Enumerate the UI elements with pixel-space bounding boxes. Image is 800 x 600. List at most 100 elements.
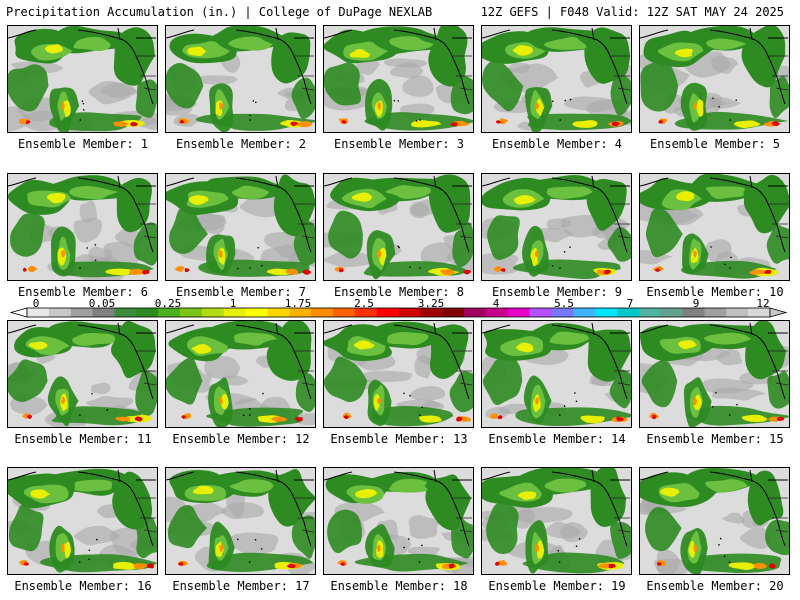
scale-tick-label: 3.25 bbox=[417, 297, 445, 310]
scale-color-segment bbox=[376, 308, 399, 317]
ensemble-member-label: Ensemble Member: 15 bbox=[646, 432, 784, 446]
ensemble-member-map bbox=[639, 320, 790, 428]
ensemble-member-label: Ensemble Member: 2 bbox=[175, 137, 307, 151]
ensemble-member-label: Ensemble Member: 17 bbox=[172, 579, 310, 593]
scale-color-segment bbox=[114, 308, 137, 317]
ensemble-member-label: Ensemble Member: 4 bbox=[491, 137, 623, 151]
scale-tick-label: 12 bbox=[756, 297, 770, 310]
scale-color-segment bbox=[201, 308, 224, 317]
scale-color-segment bbox=[529, 308, 552, 317]
scale-color-segment bbox=[158, 308, 181, 317]
ensemble-member-map bbox=[481, 173, 632, 281]
ensemble-member-map bbox=[639, 467, 790, 575]
scale-tick-label: 4 bbox=[492, 297, 500, 310]
ensemble-member-map bbox=[481, 320, 632, 428]
scale-right-arrow bbox=[769, 307, 788, 318]
scale-color-segment bbox=[48, 308, 72, 317]
precip-map-image bbox=[324, 26, 473, 132]
chart-title: Precipitation Accumulation (in.) | Colle… bbox=[6, 5, 433, 19]
scale-tick-label: 0.25 bbox=[154, 297, 182, 310]
precip-map-image bbox=[640, 468, 789, 574]
scale-color-segment bbox=[442, 308, 465, 317]
precip-map-image bbox=[324, 321, 473, 427]
precip-map-image bbox=[482, 174, 631, 280]
scale-tick-label: 1 bbox=[229, 297, 237, 310]
scale-left-arrow bbox=[9, 307, 28, 318]
precip-map-image bbox=[166, 468, 315, 574]
scale-color-segment bbox=[573, 308, 596, 317]
scale-tick-label: 0.05 bbox=[88, 297, 116, 310]
precip-map-image bbox=[482, 26, 631, 132]
ensemble-member-map bbox=[639, 173, 790, 281]
ensemble-member-map bbox=[481, 25, 632, 133]
scale-color-segment bbox=[551, 308, 574, 317]
ensemble-member-label: Ensemble Member: 10 bbox=[646, 285, 784, 299]
ensemble-member-label: Ensemble Member: 20 bbox=[646, 579, 784, 593]
ensemble-member-label: Ensemble Member: 5 bbox=[649, 137, 781, 151]
precip-map-image bbox=[166, 321, 315, 427]
ensemble-member-label: Ensemble Member: 1 bbox=[17, 137, 149, 151]
scale-tick-label: 9 bbox=[692, 297, 700, 310]
scale-color-segment bbox=[70, 308, 93, 317]
ensemble-member-map bbox=[323, 320, 474, 428]
ensemble-member-map bbox=[639, 25, 790, 133]
ensemble-member-map bbox=[165, 467, 316, 575]
scale-tick-label: 5.5 bbox=[554, 297, 574, 310]
scale-tick-label: 1.75 bbox=[284, 297, 312, 310]
scale-color-segment bbox=[332, 308, 356, 317]
precip-map-image bbox=[640, 321, 789, 427]
scale-color-segment bbox=[289, 308, 312, 317]
ensemble-member-map bbox=[165, 173, 316, 281]
scale-color-segment bbox=[464, 308, 487, 317]
precip-map-image bbox=[324, 468, 473, 574]
ensemble-member-label: Ensemble Member: 19 bbox=[488, 579, 626, 593]
precip-map-image bbox=[8, 468, 157, 574]
scale-color-segment bbox=[748, 308, 771, 317]
scale-color-segment bbox=[617, 308, 640, 317]
scale-color-segment bbox=[92, 308, 115, 317]
scale-color-segment bbox=[485, 308, 509, 317]
precip-map-image bbox=[8, 26, 157, 132]
color-scale-bar bbox=[9, 307, 788, 318]
scale-color-segment bbox=[136, 308, 159, 317]
ensemble-member-label: Ensemble Member: 18 bbox=[330, 579, 468, 593]
scale-tick-label: 2.5 bbox=[354, 297, 374, 310]
ensemble-member-label: Ensemble Member: 6 bbox=[17, 285, 149, 299]
ensemble-member-label: Ensemble Member: 7 bbox=[175, 285, 307, 299]
ensemble-member-label: Ensemble Member: 13 bbox=[330, 432, 468, 446]
ensemble-member-map bbox=[323, 467, 474, 575]
scale-color-segment bbox=[245, 308, 268, 317]
precip-map-image bbox=[640, 174, 789, 280]
scale-color-segment bbox=[267, 308, 290, 317]
scale-tick-label: 0 bbox=[32, 297, 40, 310]
precip-map-image bbox=[640, 26, 789, 132]
scale-color-segment bbox=[660, 308, 683, 317]
scale-color-segment bbox=[398, 308, 421, 317]
ensemble-member-label: Ensemble Member: 11 bbox=[14, 432, 152, 446]
ensemble-member-map bbox=[481, 467, 632, 575]
scale-color-segment bbox=[726, 308, 749, 317]
precip-map-image bbox=[166, 26, 315, 132]
ensemble-member-map bbox=[323, 25, 474, 133]
ensemble-member-label: Ensemble Member: 14 bbox=[488, 432, 626, 446]
ensemble-member-map bbox=[7, 467, 158, 575]
precip-map-image bbox=[482, 321, 631, 427]
precip-map-image bbox=[8, 174, 157, 280]
ensemble-member-label: Ensemble Member: 12 bbox=[172, 432, 310, 446]
scale-tick-label: 7 bbox=[626, 297, 634, 310]
ensemble-member-map bbox=[165, 25, 316, 133]
ensemble-member-label: Ensemble Member: 9 bbox=[491, 285, 623, 299]
ensemble-member-label: Ensemble Member: 8 bbox=[333, 285, 465, 299]
scale-color-segment bbox=[638, 308, 662, 317]
ensemble-member-map bbox=[7, 25, 158, 133]
precip-map-image bbox=[324, 174, 473, 280]
scale-color-segment bbox=[682, 308, 705, 317]
scale-color-segment bbox=[420, 308, 443, 317]
ensemble-member-map bbox=[165, 320, 316, 428]
scale-color-segment bbox=[179, 308, 203, 317]
scale-color-segment bbox=[311, 308, 334, 317]
scale-color-segment bbox=[704, 308, 727, 317]
scale-color-segment bbox=[354, 308, 377, 317]
precip-map-image bbox=[166, 174, 315, 280]
scale-color-segment bbox=[223, 308, 246, 317]
